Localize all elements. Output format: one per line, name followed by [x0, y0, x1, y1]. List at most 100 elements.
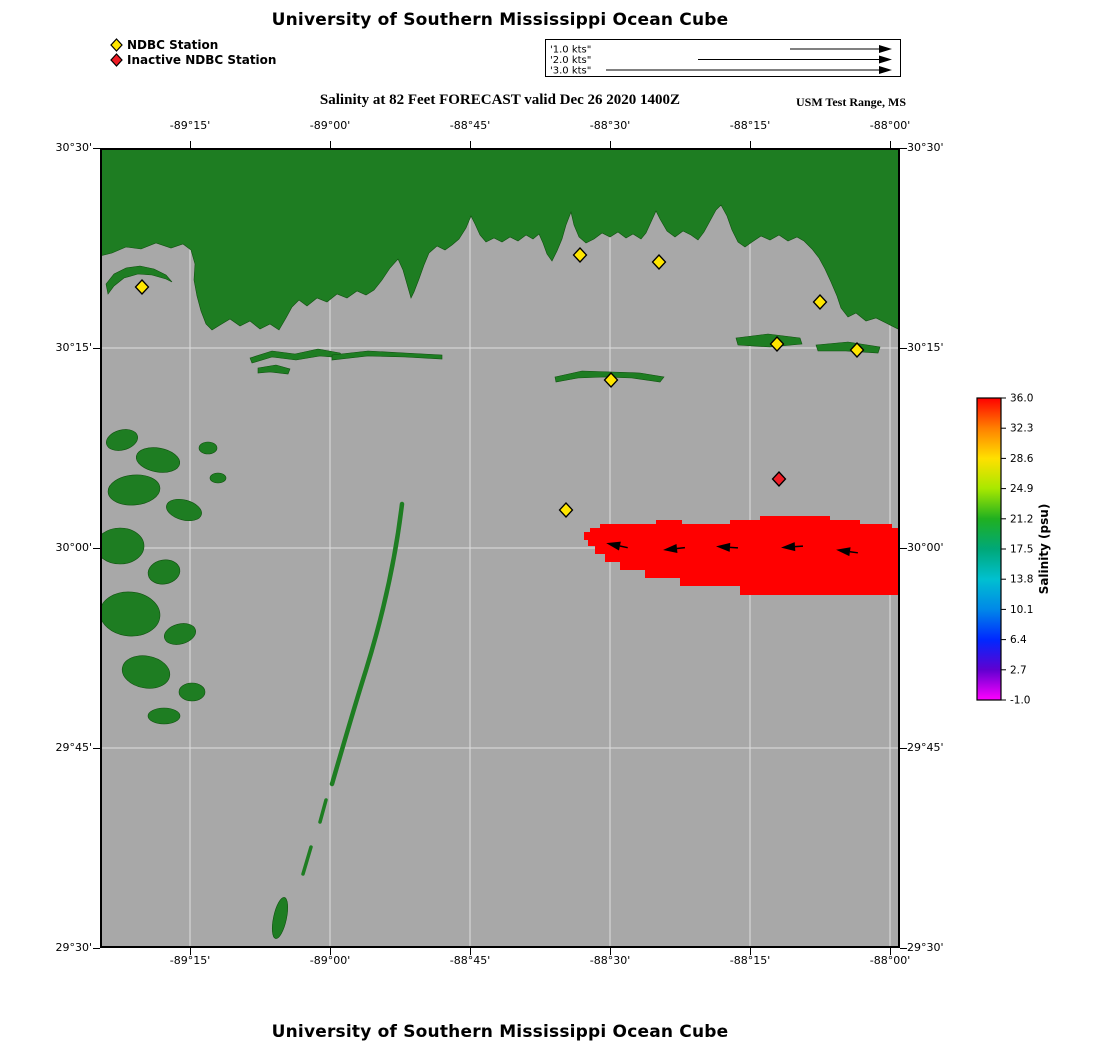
colorbar-tick-label: 28.6	[1010, 453, 1034, 465]
marsh-patch	[121, 655, 171, 689]
lat-tick-label-left: 29°30'	[55, 941, 92, 954]
lon-tick-label-top: -89°15'	[169, 119, 211, 132]
axis-tick-right	[900, 548, 907, 549]
ndbc-station-marker	[812, 294, 828, 310]
lat-tick-label-right: 30°30'	[907, 141, 944, 154]
colorbar-ticks: 36.0 32.3 28.6 24.9 21.2 17.5 13.8 10.1 6.4 2.7 -1…	[1001, 393, 1034, 707]
current-arrowhead	[716, 542, 731, 552]
chandeleur-island-arc	[329, 501, 405, 787]
axis-tick-bottom	[190, 948, 191, 955]
lon-tick-label-top: -88°15'	[729, 119, 771, 132]
lon-tick-label-bottom: -88°15'	[729, 954, 771, 967]
yellow-diamond-icon	[110, 37, 123, 52]
mainland-coast	[100, 148, 900, 331]
axis-tick-bottom	[890, 948, 891, 955]
axis-tick-top	[610, 141, 611, 148]
small-island-south	[271, 897, 289, 939]
axis-tick-top	[470, 141, 471, 148]
current-arrowhead	[781, 542, 796, 552]
land-layer	[100, 148, 900, 939]
axis-tick-left	[93, 548, 100, 549]
map-border	[100, 148, 900, 948]
marsh-patch	[147, 559, 181, 585]
velocity-scale-box: '1.0 kts" '2.0 kts" '3.0 kts"	[545, 39, 901, 77]
axis-tick-left	[93, 348, 100, 349]
barrier-island-west	[331, 350, 443, 361]
lon-tick-label-bottom: -89°15'	[169, 954, 211, 967]
axis-tick-left	[93, 948, 100, 949]
ndbc-station-marker	[572, 247, 588, 263]
colorbar-tick-label: -1.0	[1010, 695, 1031, 707]
scale-row-label: '2.0 kts"	[550, 55, 591, 66]
station-legend: NDBC Station Inactive NDBC Station	[110, 37, 276, 67]
inactive-ndbc-station-marker	[771, 471, 787, 487]
scale-arrowhead	[879, 45, 892, 53]
axis-tick-right	[900, 348, 907, 349]
ndbc-station-icon	[110, 37, 123, 52]
top-title: University of Southern Mississippi Ocean…	[271, 10, 729, 30]
legend-label-inactive: Inactive NDBC Station	[127, 52, 277, 67]
region-label: USM Test Range, MS	[795, 95, 906, 109]
scale-row-label: '3.0 kts"	[550, 66, 591, 77]
ndbc-station-marker	[651, 254, 667, 270]
axis-tick-top	[330, 141, 331, 148]
marsh-patch	[198, 441, 218, 455]
current-vector	[606, 541, 628, 551]
current-arrow-tail	[794, 545, 804, 548]
lat-tick-label-left: 30°30'	[55, 141, 92, 154]
ndbc-station-marker	[558, 502, 574, 518]
colorbar-tick-label: 24.9	[1010, 483, 1033, 495]
axis-tick-right	[900, 148, 907, 149]
scale-arrowhead	[879, 66, 892, 74]
current-arrow-tail	[676, 546, 686, 550]
colorbar-tick-label: 32.3	[1010, 423, 1033, 435]
scale-arrowhead	[879, 55, 892, 64]
axis-tick-bottom	[610, 948, 611, 955]
map	[100, 148, 900, 948]
current-vector	[663, 544, 686, 553]
lon-tick-label-top: -89°00'	[309, 119, 351, 132]
current-arrow-tail	[729, 546, 739, 549]
lon-tick-label-top: -88°45'	[449, 119, 491, 132]
current-vector	[781, 542, 804, 552]
ndbc-station-marker	[769, 336, 785, 352]
inactive-ndbc-station-icon	[110, 52, 123, 67]
barrier-island-east-1	[735, 333, 803, 348]
current-arrowhead	[836, 547, 851, 557]
lat-tick-label-right: 30°15'	[907, 341, 944, 354]
marsh-island	[257, 364, 291, 375]
axis-tick-right	[900, 748, 907, 749]
station-markers	[134, 247, 865, 518]
bay-peninsula	[105, 265, 173, 295]
lon-tick-label-bottom: -89°00'	[309, 954, 351, 967]
salinity-plume	[584, 516, 900, 595]
axis-tick-right	[900, 948, 907, 949]
map-subtitle: Salinity at 82 Feet FORECAST valid Dec 2…	[319, 92, 681, 108]
colorbar-tick-label: 21.2	[1010, 513, 1033, 525]
marsh-patch	[135, 447, 181, 473]
lon-tick-label-top: -88°30'	[589, 119, 631, 132]
colorbar-tick-label: 36.0	[1010, 393, 1033, 405]
current-arrows	[606, 541, 858, 557]
current-vector	[716, 542, 739, 552]
marsh-patch	[147, 707, 181, 725]
legend-row-inactive: Inactive NDBC Station	[110, 52, 276, 67]
ndbc-station-marker	[134, 279, 150, 295]
lat-tick-label-left: 30°15'	[55, 341, 92, 354]
current-arrow-tail	[619, 545, 628, 549]
marsh-patch	[107, 474, 161, 506]
legend-label-active: NDBC Station	[127, 37, 219, 52]
current-arrowhead	[606, 541, 621, 551]
axis-tick-left	[93, 148, 100, 149]
axis-tick-top	[190, 141, 191, 148]
colorbar-tick-label: 17.5	[1010, 544, 1033, 556]
colorbar-tick-label: 13.8	[1010, 574, 1033, 586]
lat-tick-label-right: 29°45'	[907, 741, 944, 754]
marsh-patch	[209, 472, 227, 484]
chandeleur-island-fragments	[301, 798, 328, 876]
axis-tick-bottom	[470, 948, 471, 955]
lat-tick-label-left: 29°45'	[55, 741, 92, 754]
ndbc-station-marker	[603, 372, 619, 388]
velocity-scale-graphic: '1.0 kts"'2.0 kts"'3.0 kts"	[550, 45, 892, 77]
